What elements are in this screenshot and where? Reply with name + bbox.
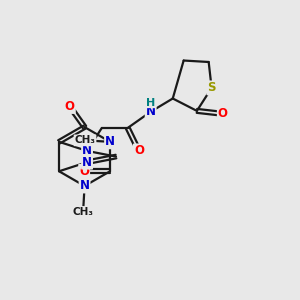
Text: CH₃: CH₃: [73, 207, 94, 217]
Text: H: H: [146, 98, 155, 108]
Text: O: O: [79, 165, 89, 178]
Text: N: N: [105, 135, 115, 148]
Text: CH₃: CH₃: [74, 135, 95, 145]
Text: O: O: [65, 100, 75, 113]
Text: O: O: [218, 107, 228, 120]
Text: N: N: [146, 105, 156, 118]
Text: N: N: [82, 156, 92, 169]
Text: S: S: [207, 81, 216, 94]
Text: N: N: [82, 144, 92, 158]
Text: N: N: [80, 179, 90, 193]
Text: O: O: [134, 144, 144, 158]
